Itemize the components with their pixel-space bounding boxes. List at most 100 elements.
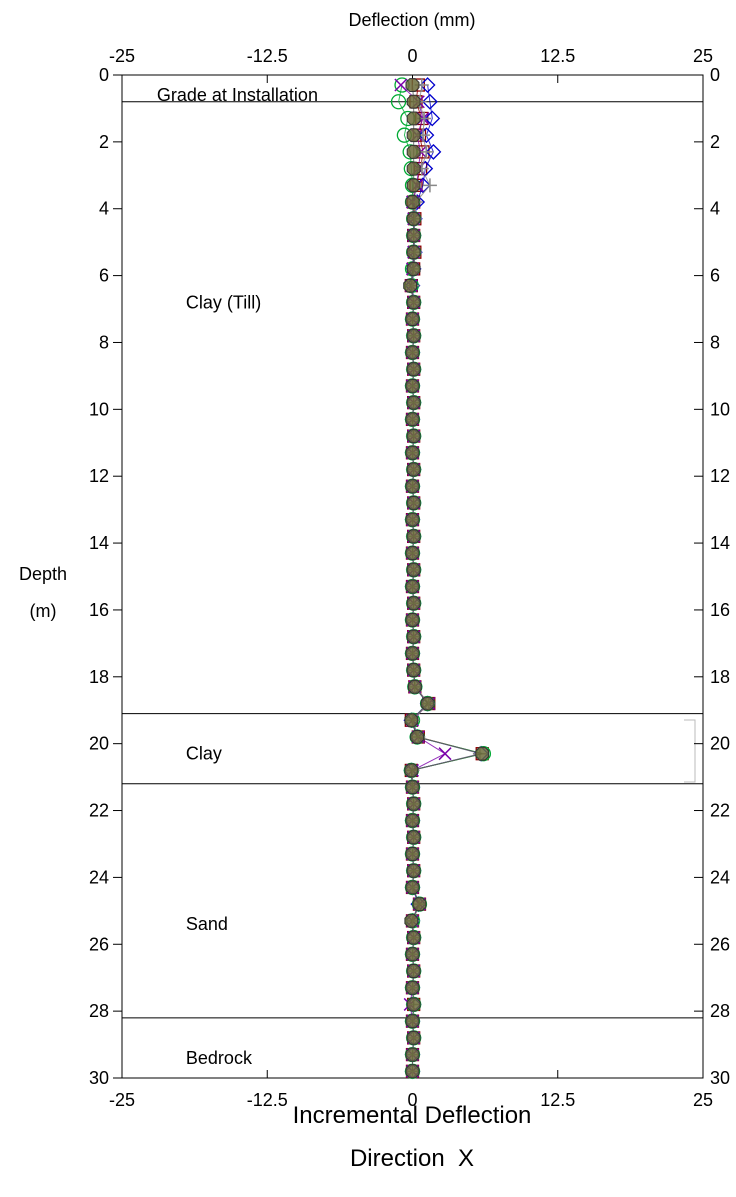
data-point-marker — [406, 429, 421, 443]
y-tick-label-left: 28 — [89, 1001, 109, 1021]
x-tick-label-top: -12.5 — [247, 46, 288, 66]
y-tick-label-left: 30 — [89, 1068, 109, 1088]
series-line — [409, 84, 483, 1072]
y-tick-label-right: 20 — [710, 734, 730, 754]
clay-zone-bracket — [684, 719, 696, 783]
y-tick-label-left: 20 — [89, 734, 109, 754]
data-point-marker — [406, 562, 421, 577]
layer-label: Grade at Installation — [157, 85, 318, 105]
y-tick-label-right: 10 — [710, 399, 730, 419]
x-tick-label-top: 0 — [407, 46, 417, 66]
data-point-marker — [406, 529, 421, 544]
data-point-marker — [406, 496, 421, 510]
data-point-marker — [406, 362, 421, 377]
y-tick-label-right: 12 — [710, 466, 730, 486]
data-point-marker — [405, 646, 420, 661]
y-tick-label-left: 10 — [89, 399, 109, 419]
data-point-marker — [405, 445, 420, 460]
y-tick-label-right: 4 — [710, 199, 720, 219]
x-tick-label-bottom: 12.5 — [540, 1090, 575, 1110]
data-point-marker — [406, 128, 421, 143]
x-axis-ticks: -25 -25 -12.5 -12.5 0 0 12.5 12.5 25 25 — [109, 46, 713, 1110]
data-point-marker — [390, 94, 407, 110]
data-point-marker — [406, 161, 421, 176]
data-point-marker — [405, 412, 420, 427]
series-1 — [403, 77, 489, 1080]
data-point-marker — [406, 663, 421, 678]
data-point-marker — [406, 629, 421, 644]
data-point-marker — [420, 696, 435, 711]
data-point-marker — [405, 479, 420, 494]
y-tick-label-left: 14 — [89, 533, 109, 553]
y-tick-label-left: 18 — [89, 667, 109, 687]
y-tick-label-left: 16 — [89, 600, 109, 620]
data-point-marker — [410, 730, 425, 744]
y-tick-label-left: 24 — [89, 867, 109, 887]
data-point-marker — [406, 596, 421, 611]
x-tick-label-bottom: 25 — [693, 1090, 713, 1110]
x-tick-label-top: -25 — [109, 46, 135, 66]
data-point-marker — [406, 863, 421, 878]
data-point-marker — [419, 77, 436, 93]
y-tick-label-left: 2 — [99, 132, 109, 152]
y-tick-label-left: 22 — [89, 801, 109, 821]
data-point-marker — [403, 278, 418, 293]
data-point-marker — [405, 847, 420, 861]
layer-label: Clay (Till) — [186, 292, 261, 312]
data-point-marker — [425, 143, 442, 160]
y-tick-label-right: 30 — [710, 1068, 730, 1088]
data-point-marker — [438, 747, 452, 761]
data-point-marker — [405, 379, 420, 393]
data-series — [390, 77, 492, 1080]
data-point-marker — [404, 763, 419, 778]
data-point-marker — [406, 94, 421, 109]
data-point-marker — [405, 78, 420, 92]
data-point-marker — [405, 1064, 420, 1079]
data-point-marker — [424, 110, 441, 127]
data-point-marker — [475, 746, 490, 761]
data-point-marker — [405, 345, 420, 360]
data-point-marker — [406, 178, 421, 193]
y-tick-label-left: 8 — [99, 332, 109, 352]
y-tick-label-right: 26 — [710, 934, 730, 954]
data-point-marker — [405, 1047, 420, 1062]
y-tick-label-right: 22 — [710, 801, 730, 821]
data-point-marker — [405, 780, 420, 795]
data-point-marker — [406, 930, 421, 945]
series-line — [410, 84, 483, 1072]
data-point-marker — [406, 228, 421, 243]
data-point-marker — [405, 546, 420, 561]
data-point-marker — [405, 195, 420, 209]
layer-label: Clay — [186, 744, 222, 764]
series-3 — [394, 78, 452, 1078]
data-point-marker — [418, 127, 435, 144]
y-tick-label-right: 14 — [710, 533, 730, 553]
data-point-marker — [406, 328, 421, 343]
y-tick-label-left: 4 — [99, 199, 109, 219]
y-tick-label-left: 0 — [99, 65, 109, 85]
data-point-marker — [422, 178, 437, 193]
data-point-marker — [412, 897, 427, 912]
x-tick-label-bottom: -25 — [109, 1090, 135, 1110]
y-axis-label-line1: Depth — [19, 564, 67, 584]
data-point-marker — [405, 947, 420, 962]
data-point-marker — [405, 613, 420, 627]
x-tick-label-top: 25 — [693, 46, 713, 66]
data-point-marker — [404, 713, 419, 728]
x-axis-label: Incremental Deflection — [293, 1102, 532, 1129]
y-axis-label-line2: (m) — [30, 601, 57, 621]
data-point-marker — [405, 579, 420, 594]
data-point-marker — [422, 93, 438, 110]
data-point-marker — [406, 295, 421, 310]
data-point-marker — [406, 144, 421, 159]
y-tick-label-left: 12 — [89, 466, 109, 486]
y-tick-label-right: 2 — [710, 132, 720, 152]
y-tick-label-left: 26 — [89, 934, 109, 954]
data-point-marker — [394, 78, 408, 92]
data-point-marker — [419, 144, 434, 159]
data-point-marker — [405, 1014, 420, 1029]
y-tick-label-right: 0 — [710, 65, 720, 85]
data-point-marker — [407, 679, 422, 694]
